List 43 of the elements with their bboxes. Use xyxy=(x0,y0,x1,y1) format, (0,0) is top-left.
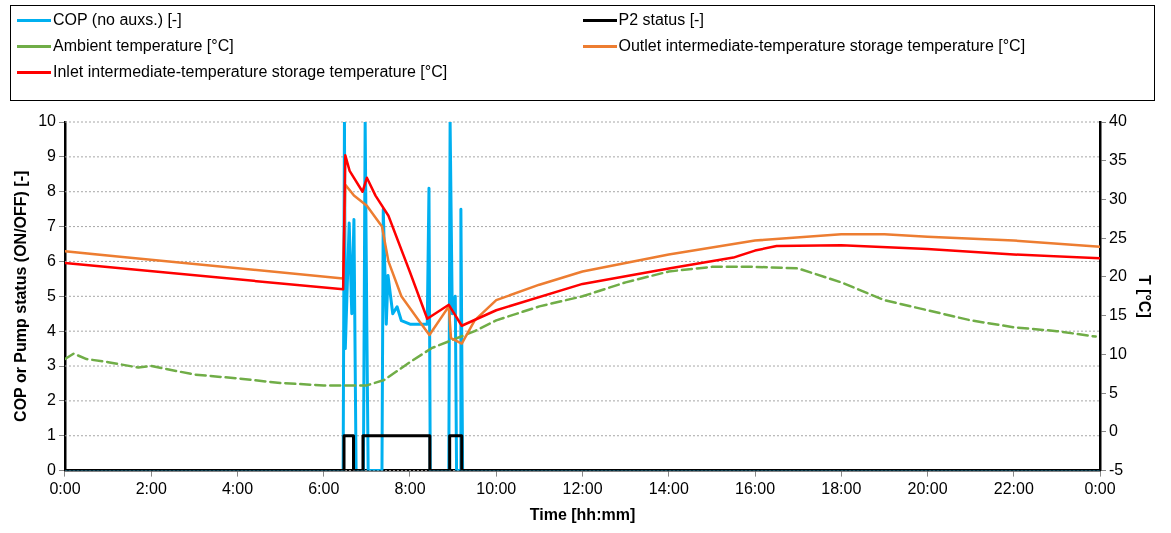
y-tick-label: 1 xyxy=(47,426,57,444)
x-tick-label: 14:00 xyxy=(648,479,689,497)
x-tick-label: 8:00 xyxy=(394,479,426,497)
y2-tick-label: 20 xyxy=(1109,267,1127,285)
y2-tick-label: 5 xyxy=(1109,383,1118,401)
x-axis-title: Time [hh:mm] xyxy=(529,505,636,523)
legend-label: Outlet intermediate-temperature storage temperature [°C] xyxy=(618,37,1026,55)
y-tick-label: 0 xyxy=(47,461,57,479)
x-tick-label: 20:00 xyxy=(907,479,948,497)
line-series xyxy=(65,265,1097,387)
x-tick-label: 0:00 xyxy=(1084,479,1116,497)
y-tick-label: 3 xyxy=(47,356,57,374)
y2-tick-label: 10 xyxy=(1109,344,1127,362)
y2-tick-label: 25 xyxy=(1109,228,1127,246)
x-tick-label: 2:00 xyxy=(135,479,167,497)
x-tick-label: 12:00 xyxy=(562,479,603,497)
y2-axis-title: T [°C] xyxy=(1135,274,1153,318)
y-tick-label: 4 xyxy=(47,321,57,339)
legend-label: Inlet intermediate-temperature storage temperature [°C] xyxy=(53,63,448,81)
legend-label: COP (no auxs.) [-] xyxy=(53,11,182,29)
x-tick-label: 16:00 xyxy=(734,479,776,497)
y-tick-label: 10 xyxy=(38,112,57,130)
x-tick-label: 4:00 xyxy=(221,479,254,497)
x-tick-label: 10:00 xyxy=(476,479,517,497)
y-tick-label: 5 xyxy=(47,286,57,304)
y-tick-label: 9 xyxy=(47,147,57,165)
y2-tick-label: 40 xyxy=(1109,112,1127,130)
x-tick-label: 22:00 xyxy=(993,479,1034,497)
y2-tick-label: 35 xyxy=(1109,151,1127,169)
legend-label: Ambient temperature [°C] xyxy=(53,37,234,55)
y2-tick-label: 15 xyxy=(1109,306,1127,324)
y-tick-label: 7 xyxy=(47,216,57,234)
y-tick-label: 6 xyxy=(47,251,57,269)
x-tick-label: 18:00 xyxy=(821,479,862,497)
y-axis-title: COP or Pump status (ON/OFF) [-] xyxy=(12,170,30,422)
y-tick-label: 2 xyxy=(47,391,57,409)
y2-tick-label: 0 xyxy=(1109,422,1118,440)
x-tick-label: 6:00 xyxy=(308,479,340,497)
legend-label: P2 status [-] xyxy=(618,11,704,29)
y-tick-label: 8 xyxy=(47,182,57,200)
x-tick-label: 0:00 xyxy=(49,479,81,497)
y2-tick-label: -5 xyxy=(1109,461,1124,479)
y2-tick-label: 30 xyxy=(1109,189,1127,207)
